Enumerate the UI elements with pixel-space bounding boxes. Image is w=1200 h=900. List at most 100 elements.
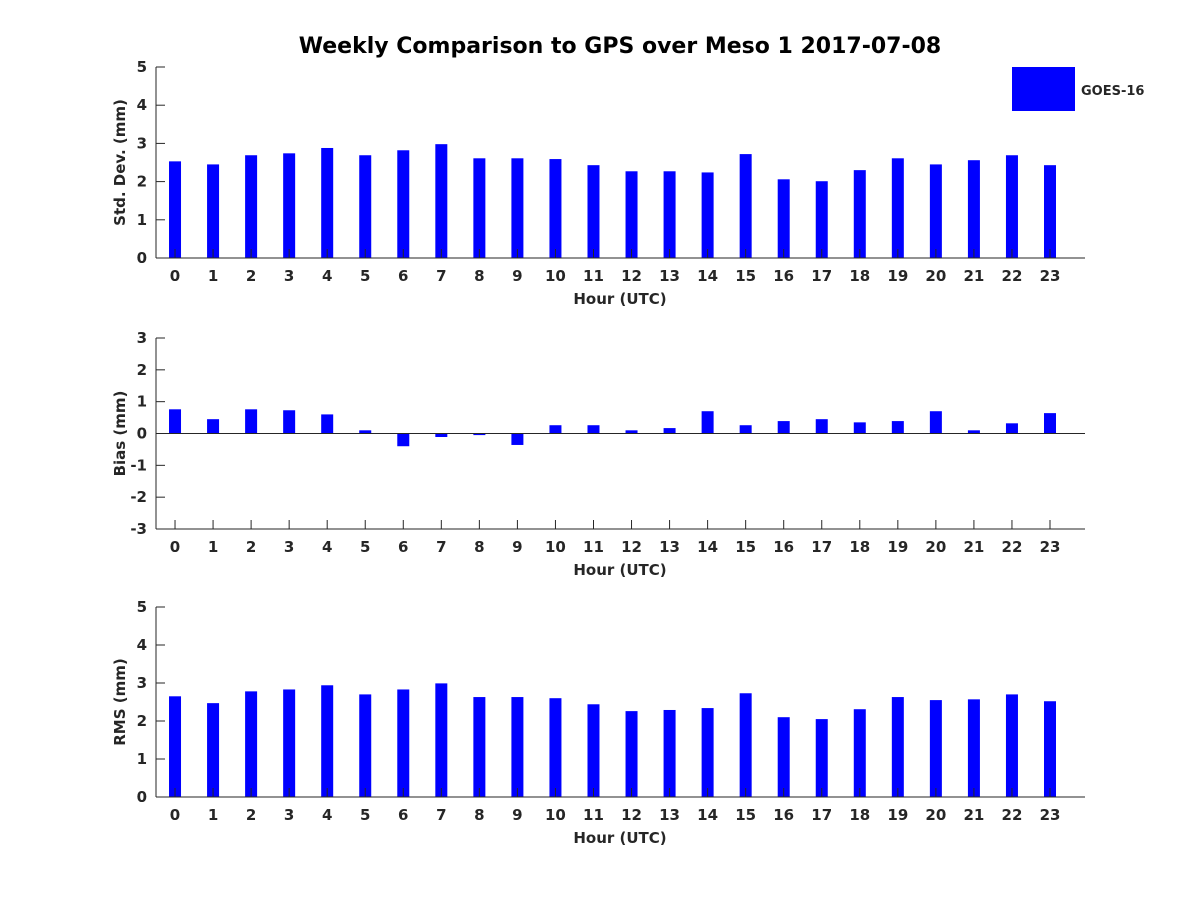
x-tick-label: 13 <box>659 267 680 285</box>
x-tick-label: 21 <box>963 806 984 824</box>
x-axis-label: Hour (UTC) <box>573 561 666 579</box>
x-tick-label: 19 <box>887 538 908 556</box>
bar-std-dev-hour-7 <box>435 144 448 258</box>
x-tick-label: 19 <box>887 806 908 824</box>
bar-std-dev-hour-11 <box>587 165 600 258</box>
bar-std-dev-hour-4 <box>321 147 334 258</box>
x-tick-label: 20 <box>925 538 946 556</box>
y-tick-label: 3 <box>137 134 147 152</box>
x-tick-label: 15 <box>735 267 756 285</box>
y-tick-label: -2 <box>130 488 147 506</box>
x-tick-label: 14 <box>697 806 718 824</box>
y-tick-label: 2 <box>137 173 147 191</box>
x-tick-label: 0 <box>170 538 180 556</box>
x-tick-label: 16 <box>773 267 794 285</box>
bar-bias-hour-12 <box>625 430 638 434</box>
y-tick-label: 1 <box>137 750 147 768</box>
bar-std-dev-hour-15 <box>739 154 752 258</box>
x-tick-label: 11 <box>583 806 604 824</box>
bar-bias-hour-19 <box>891 421 904 434</box>
bar-bias-hour-23 <box>1044 413 1057 434</box>
x-tick-label: 23 <box>1040 806 1061 824</box>
bar-rms-hour-1 <box>207 703 220 797</box>
bar-bias-hour-15 <box>739 425 752 434</box>
x-tick-label: 1 <box>208 267 218 285</box>
bar-rms-hour-18 <box>853 709 866 797</box>
x-tick-label: 3 <box>284 267 294 285</box>
x-tick-label: 9 <box>512 267 522 285</box>
x-tick-label: 23 <box>1040 267 1061 285</box>
x-tick-label: 19 <box>887 267 908 285</box>
bar-bias-hour-4 <box>321 414 334 434</box>
x-tick-label: 6 <box>398 267 408 285</box>
x-tick-label: 18 <box>849 806 870 824</box>
x-tick-label: 6 <box>398 538 408 556</box>
bar-rms-hour-14 <box>701 708 714 797</box>
bar-rms-hour-5 <box>359 694 372 797</box>
bar-bias-hour-13 <box>663 428 676 434</box>
bar-rms-hour-12 <box>625 711 638 797</box>
x-tick-label: 16 <box>773 806 794 824</box>
x-tick-label: 18 <box>849 538 870 556</box>
y-tick-label: 2 <box>137 361 147 379</box>
x-tick-label: 17 <box>811 806 832 824</box>
x-tick-label: 12 <box>621 538 642 556</box>
y-tick-label: 3 <box>137 674 147 692</box>
y-tick-label: 0 <box>137 425 147 443</box>
x-tick-label: 9 <box>512 538 522 556</box>
bar-bias-hour-20 <box>929 411 942 434</box>
y-tick-label: 5 <box>137 58 147 76</box>
x-tick-label: 13 <box>659 806 680 824</box>
bar-bias-hour-11 <box>587 425 600 434</box>
x-tick-label: 3 <box>284 538 294 556</box>
bar-bias-hour-7 <box>435 433 448 438</box>
legend-label: GOES-16 <box>1081 84 1144 99</box>
bar-std-dev-hour-12 <box>625 171 638 258</box>
x-tick-label: 15 <box>735 806 756 824</box>
y-tick-label: -1 <box>130 456 147 474</box>
x-axis-label: Hour (UTC) <box>573 290 666 308</box>
x-tick-label: 1 <box>208 538 218 556</box>
y-axis-label: RMS (mm) <box>111 658 129 745</box>
y-axis-label: Bias (mm) <box>111 391 129 477</box>
x-tick-label: 11 <box>583 538 604 556</box>
x-tick-label: 22 <box>1002 267 1023 285</box>
bar-rms-hour-6 <box>397 689 410 797</box>
bar-std-dev-hour-8 <box>473 158 486 258</box>
x-tick-label: 21 <box>963 267 984 285</box>
bar-bias-hour-18 <box>853 422 866 434</box>
y-axis-label: Std. Dev. (mm) <box>111 99 129 226</box>
bar-rms-hour-20 <box>929 700 942 797</box>
x-tick-label: 0 <box>170 267 180 285</box>
bar-std-dev-hour-19 <box>891 158 904 258</box>
x-tick-label: 14 <box>697 538 718 556</box>
x-tick-label: 4 <box>322 806 332 824</box>
x-tick-label: 9 <box>512 806 522 824</box>
bar-rms-hour-7 <box>435 683 448 797</box>
x-tick-label: 14 <box>697 267 718 285</box>
bar-bias-hour-10 <box>549 425 562 434</box>
y-tick-label: 4 <box>137 636 147 654</box>
bar-rms-hour-4 <box>321 685 334 797</box>
x-tick-label: 8 <box>474 806 484 824</box>
x-tick-label: 20 <box>925 267 946 285</box>
x-tick-label: 3 <box>284 806 294 824</box>
x-tick-label: 8 <box>474 538 484 556</box>
x-tick-label: 12 <box>621 267 642 285</box>
legend: GOES-16 <box>1012 67 1144 111</box>
x-tick-label: 17 <box>811 267 832 285</box>
x-tick-label: 10 <box>545 267 566 285</box>
bar-bias-hour-21 <box>967 430 980 434</box>
x-tick-label: 6 <box>398 806 408 824</box>
bar-bias-hour-2 <box>245 409 258 434</box>
y-tick-label: 2 <box>137 712 147 730</box>
bar-std-dev-hour-0 <box>169 161 182 258</box>
bar-rms-hour-3 <box>283 689 296 797</box>
x-axis-label: Hour (UTC) <box>573 829 666 847</box>
bar-std-dev-hour-18 <box>853 170 866 258</box>
bar-std-dev-hour-14 <box>701 172 714 258</box>
y-tick-label: 0 <box>137 788 147 806</box>
